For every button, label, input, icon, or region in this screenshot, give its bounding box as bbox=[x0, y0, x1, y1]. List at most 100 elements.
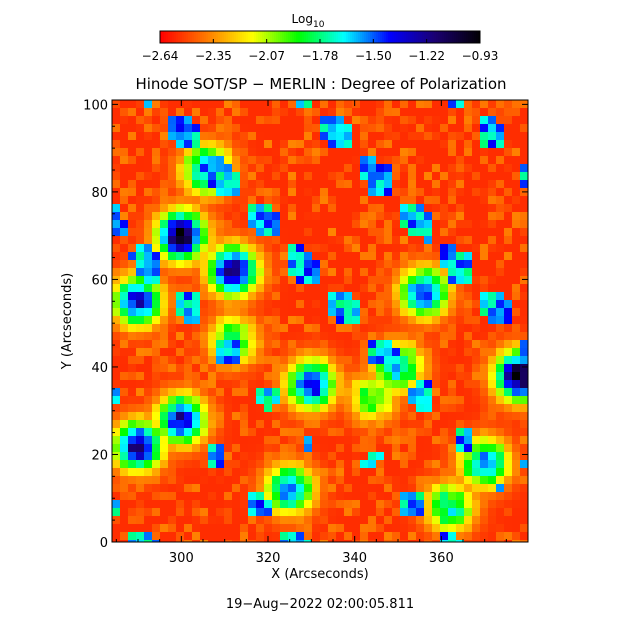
heatmap-cell bbox=[440, 116, 449, 125]
heatmap-cell bbox=[200, 484, 209, 493]
heatmap-cell bbox=[224, 260, 233, 269]
heatmap-cell bbox=[440, 172, 449, 181]
heatmap-cell bbox=[152, 508, 161, 517]
heatmap-cell bbox=[336, 100, 345, 109]
heatmap-cell bbox=[344, 268, 353, 277]
heatmap-cell bbox=[392, 244, 401, 253]
heatmap-cell bbox=[424, 260, 433, 269]
heatmap-cell bbox=[112, 500, 121, 509]
heatmap-cell bbox=[336, 476, 345, 485]
heatmap-cell bbox=[216, 356, 225, 365]
heatmap-cell bbox=[472, 156, 481, 165]
heatmap-cell bbox=[168, 196, 177, 205]
heatmap-cell bbox=[288, 100, 297, 109]
heatmap-cell bbox=[296, 188, 305, 197]
heatmap-cell bbox=[416, 316, 425, 325]
heatmap-cell bbox=[112, 532, 121, 541]
heatmap-cell bbox=[176, 380, 185, 389]
heatmap-cell bbox=[152, 436, 161, 445]
heatmap-cell bbox=[176, 452, 185, 461]
heatmap-cell bbox=[520, 524, 528, 533]
heatmap-cell bbox=[480, 236, 489, 245]
heatmap-cell bbox=[464, 532, 473, 541]
heatmap-cell bbox=[384, 300, 393, 309]
heatmap-cell bbox=[384, 284, 393, 293]
heatmap-cell bbox=[272, 268, 281, 277]
heatmap-cell bbox=[448, 372, 457, 381]
heatmap-cell bbox=[144, 388, 153, 397]
heatmap-cell bbox=[416, 484, 425, 493]
heatmap-cell bbox=[400, 276, 409, 285]
heatmap-cell bbox=[264, 388, 273, 397]
heatmap-cell bbox=[200, 444, 209, 453]
colorbar-swatch bbox=[206, 31, 209, 43]
heatmap-cell bbox=[152, 324, 161, 333]
heatmap-cell bbox=[296, 404, 305, 413]
heatmap-cell bbox=[264, 364, 273, 373]
heatmap-cell bbox=[136, 468, 145, 477]
heatmap-cell bbox=[360, 420, 369, 429]
heatmap-cell bbox=[168, 532, 177, 541]
heatmap-cell bbox=[184, 172, 193, 181]
heatmap-cell bbox=[448, 500, 457, 509]
heatmap-cell bbox=[192, 172, 201, 181]
heatmap-cell bbox=[488, 492, 497, 501]
heatmap-cell bbox=[296, 212, 305, 221]
heatmap-cell bbox=[360, 188, 369, 197]
heatmap-cell bbox=[512, 212, 521, 221]
heatmap-cell bbox=[136, 228, 145, 237]
heatmap-cell bbox=[200, 236, 209, 245]
heatmap-cell bbox=[376, 404, 385, 413]
heatmap-cell bbox=[480, 252, 489, 261]
heatmap-cell bbox=[496, 316, 505, 325]
heatmap-cell bbox=[200, 388, 209, 397]
heatmap-cell bbox=[208, 300, 217, 309]
heatmap-cell bbox=[128, 236, 137, 245]
heatmap-cell bbox=[344, 148, 353, 157]
heatmap-cell bbox=[360, 396, 369, 405]
heatmap-cell bbox=[352, 492, 361, 501]
heatmap-cell bbox=[176, 292, 185, 301]
heatmap-cell bbox=[288, 140, 297, 149]
heatmap-cell bbox=[192, 252, 201, 261]
heatmap-cell bbox=[328, 124, 337, 133]
heatmap-cell bbox=[288, 204, 297, 213]
heatmap-cell bbox=[120, 324, 129, 333]
heatmap-cell bbox=[184, 524, 193, 533]
heatmap-cell bbox=[424, 396, 433, 405]
heatmap-cell bbox=[496, 476, 505, 485]
heatmap-cell bbox=[112, 140, 121, 149]
heatmap-cell bbox=[312, 228, 321, 237]
heatmap-cell bbox=[408, 100, 417, 109]
heatmap-cell bbox=[440, 140, 449, 149]
heatmap-cell bbox=[248, 340, 257, 349]
heatmap-cell bbox=[248, 260, 257, 269]
heatmap-cell bbox=[400, 356, 409, 365]
heatmap-cell bbox=[248, 484, 257, 493]
heatmap-cell bbox=[384, 308, 393, 317]
heatmap-cell bbox=[200, 188, 209, 197]
heatmap-cell bbox=[184, 220, 193, 229]
heatmap-cell bbox=[208, 500, 217, 509]
colorbar-swatch bbox=[370, 31, 373, 43]
heatmap-cell bbox=[248, 476, 257, 485]
heatmap-cell bbox=[416, 452, 425, 461]
heatmap-cell bbox=[304, 236, 313, 245]
heatmap-cell bbox=[472, 324, 481, 333]
heatmap-cell bbox=[344, 468, 353, 477]
heatmap-cell bbox=[384, 164, 393, 173]
heatmap-cell bbox=[416, 444, 425, 453]
heatmap-cell bbox=[368, 380, 377, 389]
heatmap-cell bbox=[112, 172, 121, 181]
heatmap-cell bbox=[448, 484, 457, 493]
heatmap-cell bbox=[504, 108, 513, 117]
heatmap-cell bbox=[440, 516, 449, 525]
heatmap-cell bbox=[168, 540, 177, 542]
heatmap-cell bbox=[432, 356, 441, 365]
heatmap-cell bbox=[288, 420, 297, 429]
heatmap-cell bbox=[312, 100, 321, 109]
heatmap-cell bbox=[224, 324, 233, 333]
heatmap-cell bbox=[424, 276, 433, 285]
heatmap-cell bbox=[120, 412, 129, 421]
heatmap-cell bbox=[320, 308, 329, 317]
